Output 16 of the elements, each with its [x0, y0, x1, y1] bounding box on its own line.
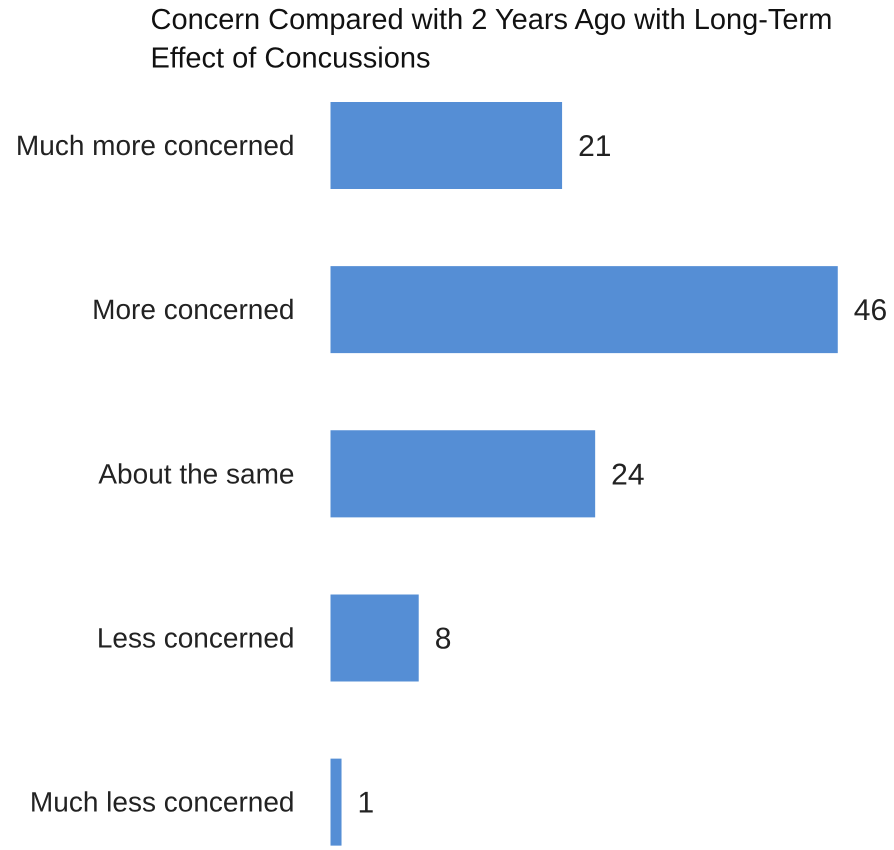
chart-title: Concern Compared with 2 Years Ago with Long-Term Effect of Concussions: [150, 4, 832, 74]
bar: [330, 758, 342, 846]
data-label: 21: [578, 130, 612, 163]
y-tick-label: Much more concerned: [16, 130, 294, 161]
y-tick-label: More concerned: [92, 294, 295, 326]
data-label: 46: [854, 294, 888, 328]
data-label: 24: [611, 458, 645, 492]
y-tick-label: Less concerned: [96, 622, 295, 654]
data-label: 1: [358, 786, 374, 820]
y-tick-label: Much less concerned: [30, 786, 294, 818]
bar: [330, 266, 838, 354]
bar: [330, 102, 562, 189]
data-label: 8: [434, 622, 452, 656]
y-tick-label: About the same: [98, 458, 294, 490]
bar: [330, 594, 419, 682]
bar: [330, 430, 596, 518]
